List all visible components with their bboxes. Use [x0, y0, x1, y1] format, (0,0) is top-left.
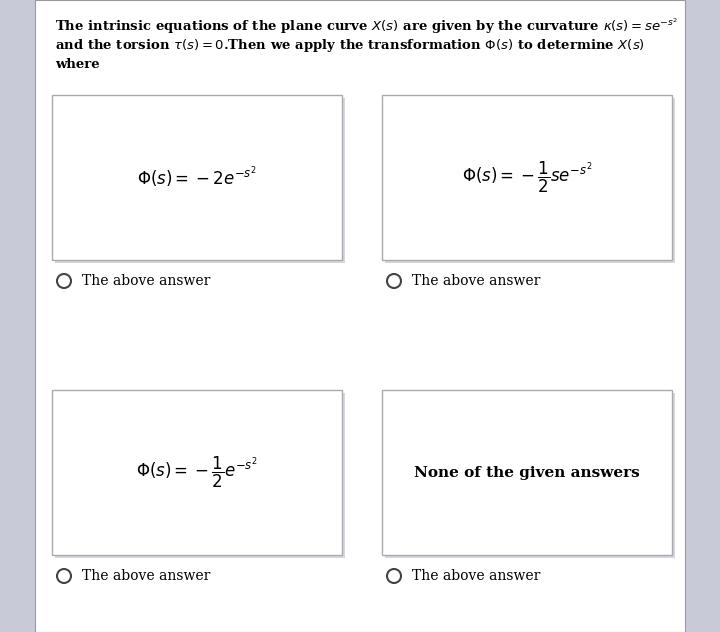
- Text: The intrinsic equations of the plane curve $X(s)$ are given by the curvature $\k: The intrinsic equations of the plane cur…: [55, 16, 678, 36]
- Text: The above answer: The above answer: [412, 274, 541, 288]
- Text: $\Phi(s) = -2e^{-s^2}$: $\Phi(s) = -2e^{-s^2}$: [137, 165, 257, 190]
- Text: The above answer: The above answer: [82, 569, 210, 583]
- FancyBboxPatch shape: [35, 0, 685, 632]
- Text: The above answer: The above answer: [82, 274, 210, 288]
- FancyBboxPatch shape: [52, 390, 342, 555]
- FancyBboxPatch shape: [385, 393, 675, 558]
- Circle shape: [387, 569, 401, 583]
- FancyBboxPatch shape: [382, 390, 672, 555]
- FancyBboxPatch shape: [52, 95, 342, 260]
- Text: $\Phi(s) = -\dfrac{1}{2}se^{-s^2}$: $\Phi(s) = -\dfrac{1}{2}se^{-s^2}$: [462, 160, 593, 195]
- Circle shape: [387, 274, 401, 288]
- FancyBboxPatch shape: [55, 393, 345, 558]
- Circle shape: [57, 274, 71, 288]
- Text: The above answer: The above answer: [412, 569, 541, 583]
- Text: where: where: [55, 58, 99, 71]
- FancyBboxPatch shape: [385, 98, 675, 263]
- FancyBboxPatch shape: [382, 95, 672, 260]
- FancyBboxPatch shape: [55, 98, 345, 263]
- Text: and the torsion $\tau(s) = 0$.Then we apply the transformation $\Phi(s)$ to dete: and the torsion $\tau(s) = 0$.Then we ap…: [55, 37, 645, 54]
- Text: None of the given answers: None of the given answers: [414, 466, 640, 480]
- Circle shape: [57, 569, 71, 583]
- Text: $\Phi(s) = -\dfrac{1}{2}e^{-s^2}$: $\Phi(s) = -\dfrac{1}{2}e^{-s^2}$: [136, 455, 258, 490]
